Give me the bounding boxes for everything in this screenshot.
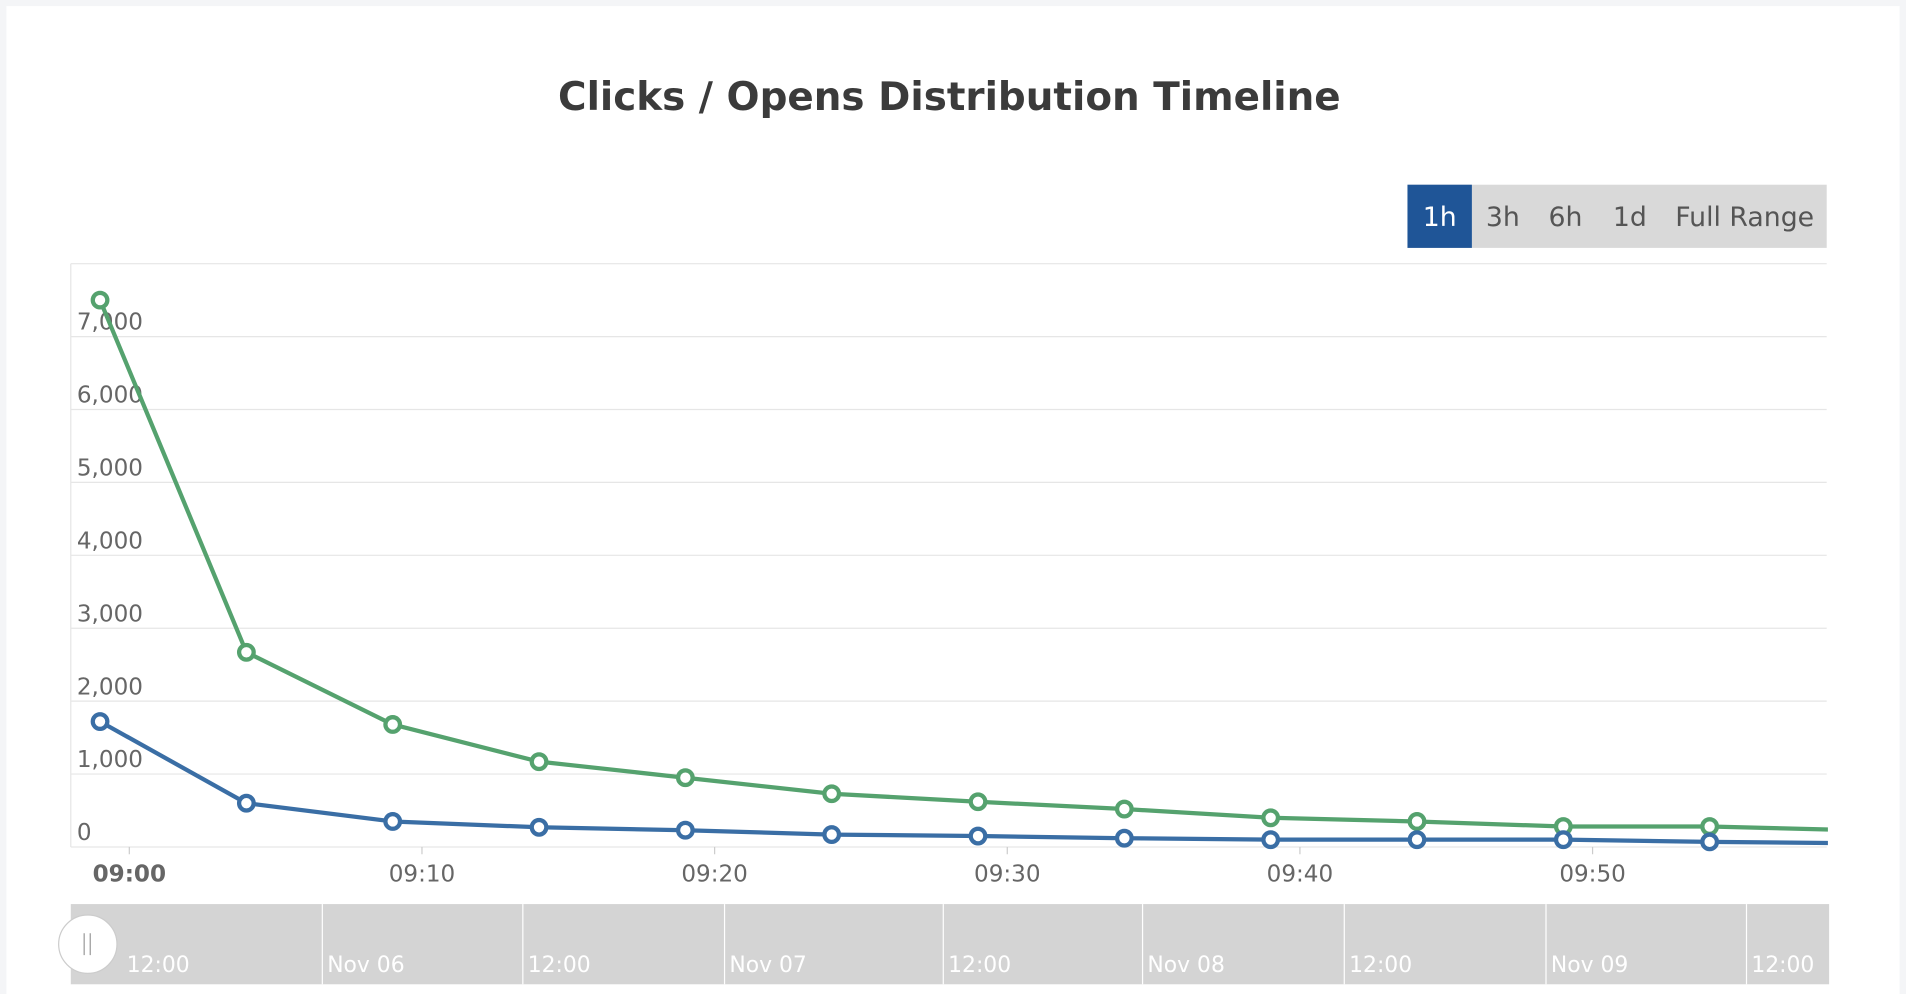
y-tick-label: 1,000 xyxy=(77,747,143,773)
data-point xyxy=(90,712,110,731)
data-point xyxy=(1261,808,1281,828)
data-point xyxy=(1407,812,1427,831)
y-tick-label: 3,000 xyxy=(77,601,143,627)
navigator-label: 12:00 xyxy=(127,953,190,978)
data-point xyxy=(1114,828,1134,848)
data-point xyxy=(383,812,403,831)
navigator xyxy=(70,904,1830,985)
y-tick-label: 2,000 xyxy=(77,674,143,700)
plot-area xyxy=(90,290,1828,852)
data-point xyxy=(236,793,256,813)
x-tick-label: 09:00 xyxy=(93,861,166,887)
data-point xyxy=(822,784,842,804)
y-tick-label: 6,000 xyxy=(77,383,143,409)
data-point xyxy=(529,752,549,772)
navigator-label: 12:00 xyxy=(1349,953,1412,978)
data-point xyxy=(1700,832,1720,852)
data-point xyxy=(1407,830,1427,850)
data-point xyxy=(675,820,695,840)
x-tick-label: 09:20 xyxy=(681,861,748,887)
x-tick-label: 09:30 xyxy=(974,861,1041,887)
y-tick-label: 4,000 xyxy=(77,528,143,554)
data-point xyxy=(1114,799,1134,819)
chart-title: Clicks / Opens Distribution Timeline xyxy=(558,75,1341,120)
data-point xyxy=(1700,817,1720,836)
data-point xyxy=(1553,830,1573,850)
data-point xyxy=(383,715,403,734)
data-point xyxy=(968,826,988,846)
y-tick-label: 0 xyxy=(77,820,92,846)
x-tick-label: 09:50 xyxy=(1559,861,1626,887)
navigator-handle[interactable] xyxy=(58,914,118,974)
range-selector xyxy=(1407,184,1827,248)
x-tick-label: 09:40 xyxy=(1267,861,1334,887)
navigator-label: 12:00 xyxy=(1751,953,1814,978)
navigator-label: 12:00 xyxy=(528,953,591,978)
data-point xyxy=(822,825,842,844)
x-tick-label: 09:10 xyxy=(389,861,456,887)
range-button-selected xyxy=(1407,184,1472,248)
navigator-label: Nov 09 xyxy=(1551,953,1628,978)
data-point xyxy=(675,768,695,788)
card xyxy=(6,6,1900,994)
data-point xyxy=(90,290,110,310)
data-point xyxy=(236,642,256,662)
navigator-label: Nov 08 xyxy=(1147,953,1224,978)
navigator-label: Nov 06 xyxy=(327,953,404,978)
range-button[interactable]: Full Range xyxy=(1675,202,1814,233)
navigator-label: Nov 07 xyxy=(729,953,806,978)
navigator-label: 12:00 xyxy=(948,953,1011,978)
range-button[interactable]: 3h xyxy=(1486,202,1520,233)
data-point xyxy=(529,817,549,837)
range-button[interactable]: 1h xyxy=(1423,202,1457,233)
range-button[interactable]: 1d xyxy=(1613,202,1647,233)
range-button[interactable]: 6h xyxy=(1548,202,1582,233)
data-point xyxy=(1261,830,1281,850)
y-tick-label: 5,000 xyxy=(77,456,143,482)
data-point xyxy=(968,792,988,812)
